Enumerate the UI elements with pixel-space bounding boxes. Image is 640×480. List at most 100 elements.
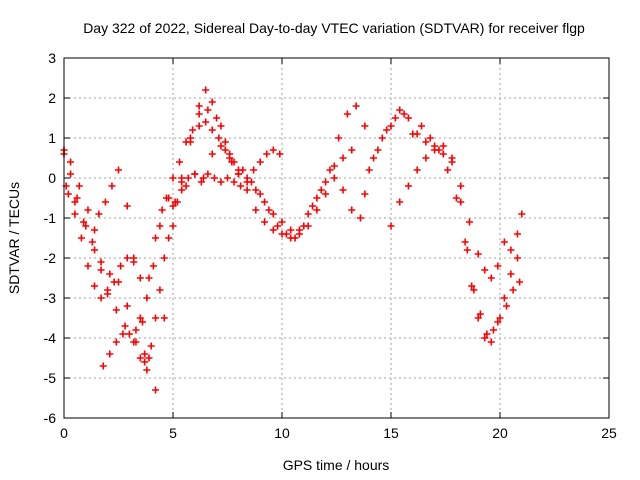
data-point — [141, 358, 149, 366]
data-point — [256, 158, 264, 166]
data-point — [162, 194, 170, 202]
data-point — [343, 110, 351, 118]
data-point — [234, 170, 242, 178]
data-point — [422, 138, 430, 146]
data-point — [487, 274, 495, 282]
x-tick-label: 0 — [60, 425, 68, 441]
data-point — [507, 246, 515, 254]
data-point — [252, 206, 260, 214]
data-point — [496, 314, 504, 322]
data-point — [481, 334, 489, 342]
data-point — [110, 278, 118, 286]
data-point — [80, 218, 88, 226]
data-point — [457, 198, 465, 206]
data-point — [84, 206, 92, 214]
data-point — [77, 234, 85, 242]
data-point — [352, 102, 360, 110]
data-point — [97, 294, 105, 302]
x-tick-label: 10 — [274, 425, 290, 441]
data-point — [263, 150, 271, 158]
data-point — [95, 210, 103, 218]
data-point — [115, 166, 122, 174]
data-point — [226, 154, 234, 162]
data-point — [465, 218, 473, 226]
data-point — [468, 282, 476, 290]
data-point — [204, 106, 212, 114]
data-point — [230, 178, 238, 186]
data-point — [269, 210, 277, 218]
x-tick-label: 5 — [169, 425, 177, 441]
data-point — [101, 198, 109, 206]
data-point — [322, 190, 330, 198]
x-axis-label: GPS time / hours — [283, 457, 390, 473]
data-point — [202, 86, 210, 94]
data-point — [169, 174, 177, 182]
data-point — [149, 262, 157, 270]
data-point — [404, 182, 412, 190]
data-point — [71, 210, 79, 218]
data-point — [378, 134, 386, 142]
data-point — [189, 126, 197, 134]
data-point — [176, 158, 184, 166]
data-point — [500, 238, 508, 246]
data-point — [317, 186, 325, 194]
data-point — [210, 174, 218, 182]
data-point — [73, 194, 81, 202]
data-point — [123, 302, 131, 310]
data-point — [348, 206, 356, 214]
data-point — [71, 198, 79, 206]
data-point — [182, 182, 190, 190]
data-point — [461, 238, 469, 246]
data-point — [99, 362, 107, 370]
data-point — [191, 170, 199, 178]
data-point — [125, 330, 133, 338]
data-point — [217, 142, 225, 150]
data-point — [404, 114, 412, 122]
data-point — [145, 274, 153, 282]
data-point — [117, 262, 125, 270]
y-tick-label: -6 — [44, 410, 57, 426]
data-point — [136, 354, 144, 362]
data-point — [160, 314, 168, 322]
y-tick-label: -1 — [44, 210, 57, 226]
data-point — [431, 146, 439, 154]
data-point — [365, 166, 373, 174]
data-point — [156, 286, 164, 294]
data-point — [483, 330, 491, 338]
grid-lines — [64, 58, 609, 418]
data-point — [356, 214, 364, 222]
data-point — [182, 138, 190, 146]
plot-frame — [63, 57, 610, 419]
data-point — [474, 314, 482, 322]
data-point — [274, 222, 282, 230]
y-tick-label: 1 — [48, 130, 56, 146]
data-point — [439, 150, 447, 158]
data-point — [178, 186, 186, 194]
series-track-2 — [60, 86, 364, 394]
data-points — [60, 86, 526, 394]
data-point — [518, 210, 526, 218]
data-point — [470, 286, 478, 294]
data-point — [97, 266, 105, 274]
data-point — [208, 150, 216, 158]
data-point — [213, 114, 221, 122]
data-point — [494, 262, 502, 270]
data-point — [221, 146, 229, 154]
data-point — [91, 246, 99, 254]
data-point — [136, 274, 144, 282]
data-point — [67, 158, 75, 166]
data-point — [276, 150, 284, 158]
data-point — [132, 338, 140, 346]
data-point — [138, 318, 146, 326]
data-point — [119, 330, 127, 338]
data-point — [278, 230, 286, 238]
data-point — [330, 174, 338, 182]
y-tick-label: -5 — [44, 370, 57, 386]
data-point — [130, 258, 138, 266]
series-track-4 — [99, 146, 284, 370]
data-point — [88, 238, 96, 246]
data-point — [217, 122, 225, 130]
data-point — [112, 306, 120, 314]
data-point — [224, 174, 231, 182]
data-point — [112, 338, 120, 346]
